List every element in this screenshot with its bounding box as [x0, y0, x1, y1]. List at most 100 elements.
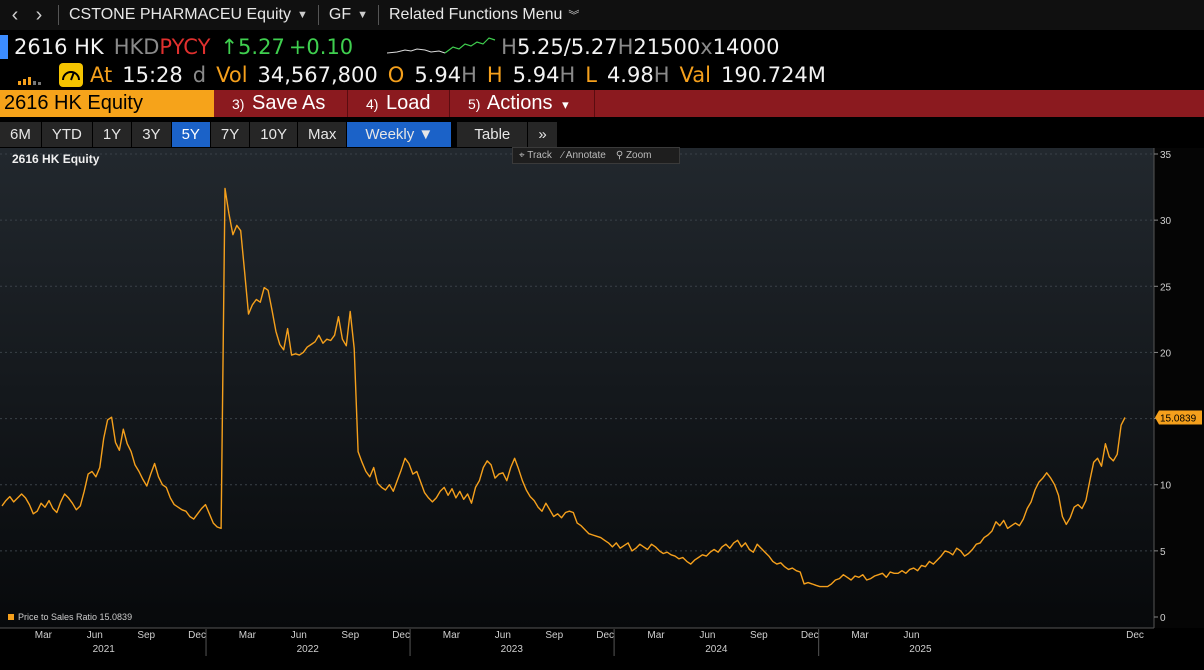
volume-label: Vol: [216, 63, 248, 87]
ask-size: 14000: [712, 35, 780, 59]
track-label: Track: [527, 150, 552, 161]
save-as-hotkey: 3): [232, 96, 245, 112]
x-tick-label: Mar: [647, 630, 665, 641]
quote-line-secondary: At 15:28 d Vol 34,567,800 O 5.94 H H 5.9…: [0, 61, 1204, 89]
security-command-field[interactable]: 2616 HK Equity: [0, 90, 214, 117]
up-arrow-icon: ↑: [220, 35, 239, 59]
annotate-label: Annotate: [565, 150, 606, 161]
nav-divider: [377, 5, 379, 25]
y-tick-label: 25: [1160, 282, 1172, 293]
tab-3y[interactable]: 3Y: [132, 122, 171, 147]
chart-title: 2616 HK Equity: [12, 152, 100, 166]
command-bar: 2616 HK Equity 3) Save As 4) Load 5) Act…: [0, 90, 1204, 117]
nav-divider: [317, 5, 319, 25]
tab-5y[interactable]: 5Y: [171, 122, 210, 147]
zoom-label: Zoom: [625, 150, 652, 161]
load-label: Load: [386, 92, 431, 114]
volume-value: 34,567,800: [257, 63, 378, 87]
size-separator: x: [700, 35, 713, 59]
range-tabs: 6M YTD 1Y 3Y 5Y 7Y 10Y Max Weekly ▼ Tabl…: [0, 122, 558, 147]
track-tool[interactable]: ⌖ Track: [519, 150, 552, 161]
chevron-down-icon: ▾: [562, 97, 569, 112]
year-label: 2023: [501, 644, 524, 655]
tab-max[interactable]: Max: [297, 122, 347, 147]
open-suffix: H: [461, 63, 477, 87]
legend-label: Price to Sales Ratio 15.0839: [18, 612, 133, 622]
actions-label: Actions: [486, 92, 553, 114]
frequency-dropdown[interactable]: Weekly ▼: [347, 122, 452, 147]
high-suffix: H: [559, 63, 576, 87]
x-tick-label: Jun: [87, 630, 103, 641]
series-line-price-to-sales[interactable]: [1, 187, 1126, 588]
actions-button[interactable]: 5) Actions ▾: [450, 90, 595, 117]
bid-prefix: H: [501, 35, 517, 59]
at-label: At: [90, 63, 113, 87]
x-tick-label: Sep: [137, 630, 155, 641]
top-nav-bar: ‹ › CSTONE PHARMACEU Equity ▼ GF ▼ Relat…: [0, 0, 1204, 30]
x-tick-label: Mar: [35, 630, 53, 641]
size-prefix: H: [617, 35, 634, 59]
function-name: GF: [328, 6, 352, 23]
legend-swatch: [8, 614, 14, 620]
annotate-tool[interactable]: ∕ Annotate: [561, 150, 606, 161]
year-label: 2024: [705, 644, 728, 655]
x-tick-label: Mar: [239, 630, 257, 641]
table-button[interactable]: Table: [457, 122, 528, 147]
last-value-label: 15.0839: [1160, 413, 1197, 424]
x-tick-label: Dec: [1126, 630, 1144, 641]
x-tick-label: Dec: [188, 630, 206, 641]
x-tick-label: Sep: [750, 630, 768, 641]
chart-legend: Price to Sales Ratio 15.0839: [8, 612, 132, 622]
save-as-button[interactable]: 3) Save As: [214, 90, 348, 117]
chart-area[interactable]: 05101520253035 MarJunSepDecMarJunSepDecM…: [0, 148, 1204, 670]
high-label: H: [486, 63, 503, 87]
x-tick-label: Sep: [545, 630, 563, 641]
low-label: L: [585, 63, 597, 87]
price-to-sales-chart[interactable]: 05101520253035 MarJunSepDecMarJunSepDecM…: [0, 148, 1204, 670]
related-functions-label: Related Functions Menu: [388, 6, 563, 23]
x-tick-label: Jun: [699, 630, 715, 641]
security-selector[interactable]: CSTONE PHARMACEU Equity ▼: [69, 6, 308, 24]
low-value: 4.98: [606, 63, 654, 87]
x-tick-label: Jun: [495, 630, 511, 641]
value-label: Val: [679, 63, 711, 87]
pricing-source: PYCY: [159, 35, 211, 59]
tab-10y[interactable]: 10Y: [250, 122, 297, 147]
volume-bars-icon: [18, 77, 41, 85]
x-tick-label: Jun: [291, 630, 307, 641]
year-label: 2021: [93, 644, 116, 655]
x-tick-label: Dec: [596, 630, 614, 641]
ask-price: /5.27: [563, 35, 618, 59]
double-chevron-down-icon: ︾: [568, 10, 580, 22]
load-button[interactable]: 4) Load: [348, 90, 450, 117]
x-tick-label: Dec: [801, 630, 819, 641]
zoom-tool[interactable]: ⚲ Zoom: [615, 150, 652, 161]
related-functions-menu[interactable]: Related Functions Menu ︾: [389, 6, 579, 24]
back-arrow-icon[interactable]: ‹: [11, 3, 19, 26]
tab-7y[interactable]: 7Y: [210, 122, 250, 147]
x-tick-label: Mar: [851, 630, 869, 641]
chevron-down-icon: ▼: [357, 9, 368, 21]
nav-divider: [58, 5, 59, 25]
more-tabs-button[interactable]: »: [528, 122, 557, 147]
forward-arrow-icon[interactable]: ›: [35, 3, 43, 26]
last-value-tag: [1155, 410, 1202, 425]
low-suffix: H: [653, 63, 670, 87]
y-tick-label: 0: [1160, 613, 1166, 624]
x-tick-label: Sep: [341, 630, 359, 641]
gauge-icon[interactable]: [58, 62, 84, 88]
year-label: 2022: [297, 644, 320, 655]
save-as-label: Save As: [252, 92, 326, 114]
chevron-down-icon: ▼: [296, 9, 308, 21]
function-selector[interactable]: GF ▼: [329, 6, 368, 24]
open-value: 5.94: [414, 63, 462, 87]
tab-1y[interactable]: 1Y: [92, 122, 132, 147]
focus-indicator: [0, 35, 8, 59]
tab-ytd[interactable]: YTD: [41, 122, 92, 147]
chart-toolbox: ⌖ Track ∕ Annotate ⚲ Zoom: [512, 147, 680, 164]
ticker: 2616 HK: [14, 35, 104, 59]
tab-6m[interactable]: 6M: [0, 122, 41, 147]
bid-price: 5.25: [516, 35, 564, 59]
x-tick-label: Jun: [903, 630, 919, 641]
y-tick-label: 5: [1160, 547, 1166, 558]
